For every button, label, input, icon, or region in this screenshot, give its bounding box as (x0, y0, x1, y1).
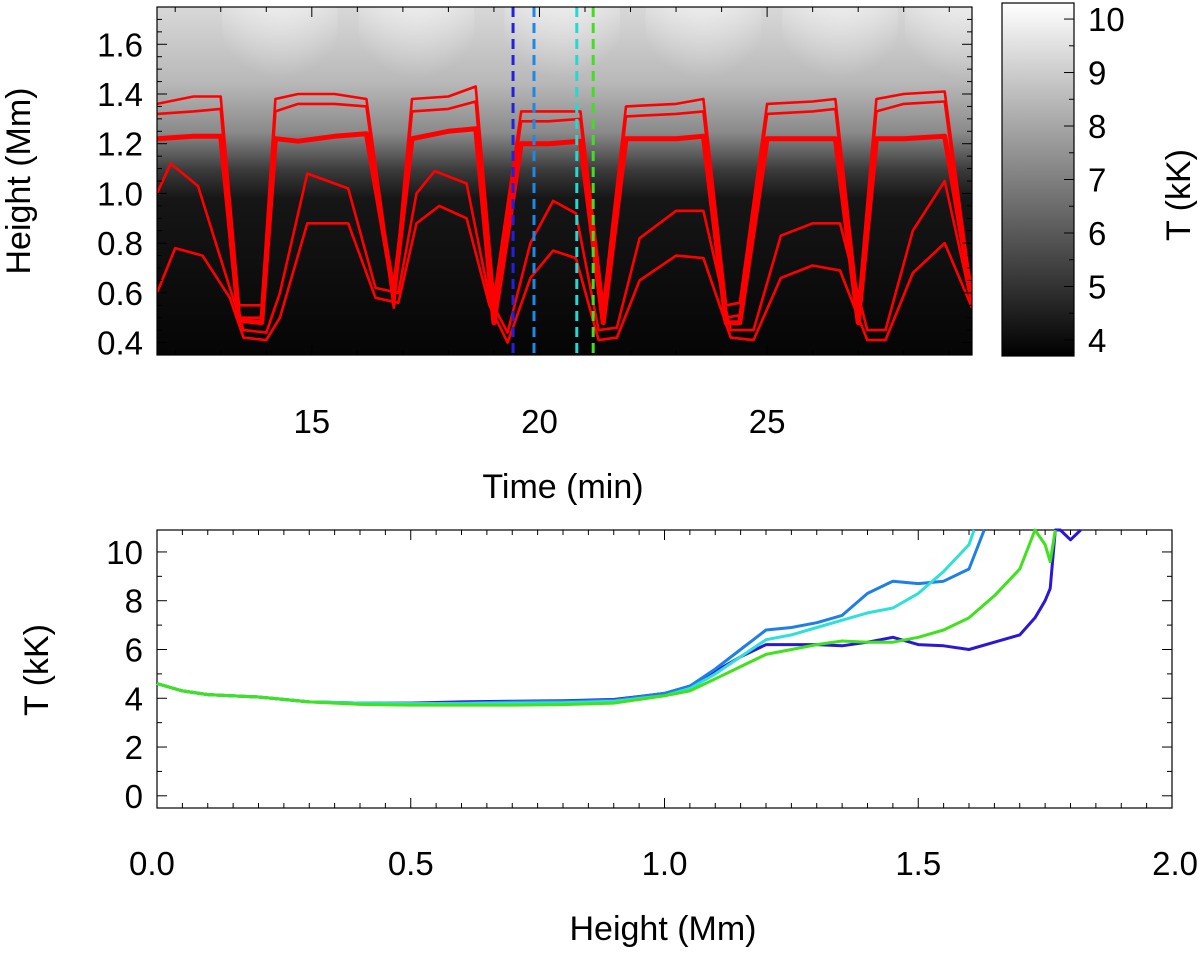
y-tick-label: 1.6 (97, 26, 143, 63)
contour-line (157, 204, 972, 344)
colorbar-tick-label: 7 (1088, 162, 1106, 199)
colorbar-tick-label: 5 (1088, 268, 1106, 305)
line-x-axis: 0.0 0.5 1.0 1.5 2.0 (129, 530, 1198, 882)
profile-line (156, 528, 1082, 705)
shock-front (781, 7, 898, 117)
x-tick-label: 1.0 (642, 845, 688, 882)
x-tick-label: 1.5 (895, 845, 941, 882)
time-markers (511, 7, 595, 355)
line-frame (156, 529, 1173, 809)
x-tick-label: 0.0 (129, 845, 175, 882)
line-x-title: Height (Mm) (569, 910, 756, 948)
profile-line (156, 529, 986, 706)
colorbar-gradient (1001, 2, 1075, 357)
y-tick-label: 0.8 (97, 225, 143, 262)
colorbar-title: T (kK) (1160, 149, 1198, 241)
y-tick-label: 1.4 (97, 76, 143, 113)
contour-line (157, 85, 972, 310)
line-y-title: T (kK) (18, 624, 56, 716)
x-tick-label: 0.5 (388, 845, 434, 882)
y-tick-label: 2 (125, 729, 143, 766)
contour-line (157, 126, 972, 326)
x-tick-label: 20 (521, 403, 558, 440)
y-tick-label: 1.0 (97, 175, 143, 212)
x-tick-label: 25 (749, 403, 786, 440)
colorbar-tick-label: 8 (1088, 108, 1106, 145)
y-tick-label: 4 (125, 680, 143, 717)
y-tick-label: 0.4 (97, 325, 143, 362)
heatmap-y-axis: 0.4 0.6 0.8 1.0 1.2 1.4 1.6 (97, 18, 972, 362)
y-tick-label: 1.2 (97, 126, 143, 163)
y-tick-label: 6 (125, 631, 143, 668)
line-y-axis: 0 2 4 6 8 10 (106, 534, 1172, 815)
temperature-contours (157, 85, 972, 344)
y-tick-label: 10 (106, 534, 143, 571)
shock-front (221, 7, 338, 117)
heatmap-panel: 15 20 25 0.40.60.81.01.21.41.6 Time (min) … (0, 6, 973, 506)
colorbar: 4 5 6 7 8 9 10 T (kK) (1001, 1, 1198, 359)
shock-front (904, 7, 972, 117)
shock-front (358, 7, 475, 117)
shock-front (645, 7, 762, 117)
contour-line (157, 100, 972, 320)
heatmap-x-axis: 15 20 25 (174, 7, 950, 440)
colorbar-tick-label: 9 (1088, 55, 1106, 92)
y-tick-label: 8 (125, 583, 143, 620)
x-tick-label: 2.0 (1152, 845, 1198, 882)
line-panel: 0.0 0.5 1.0 1.5 2.0 0 2 4 6 8 10 Height (Mm) T (k… (18, 528, 1198, 948)
heatmap-shock-fronts (221, 7, 972, 117)
y-tick-label: 0 (125, 778, 143, 815)
heatmap-x-title: Time (min) (482, 468, 643, 506)
colorbar-tick-label: 6 (1088, 215, 1106, 252)
contour-line (157, 162, 972, 334)
x-tick-label: 15 (293, 403, 330, 440)
temperature-profiles (156, 528, 1082, 707)
colorbar-tick-label: 4 (1088, 322, 1106, 359)
heatmap-y-title: Height (Mm) (0, 87, 38, 274)
colorbar-axis: 4 5 6 7 8 9 10 (1064, 1, 1125, 359)
colorbar-tick-label: 10 (1088, 1, 1125, 38)
profile-line (156, 528, 1057, 707)
profile-line (156, 529, 976, 706)
y-tick-label: 0.6 (97, 275, 143, 312)
